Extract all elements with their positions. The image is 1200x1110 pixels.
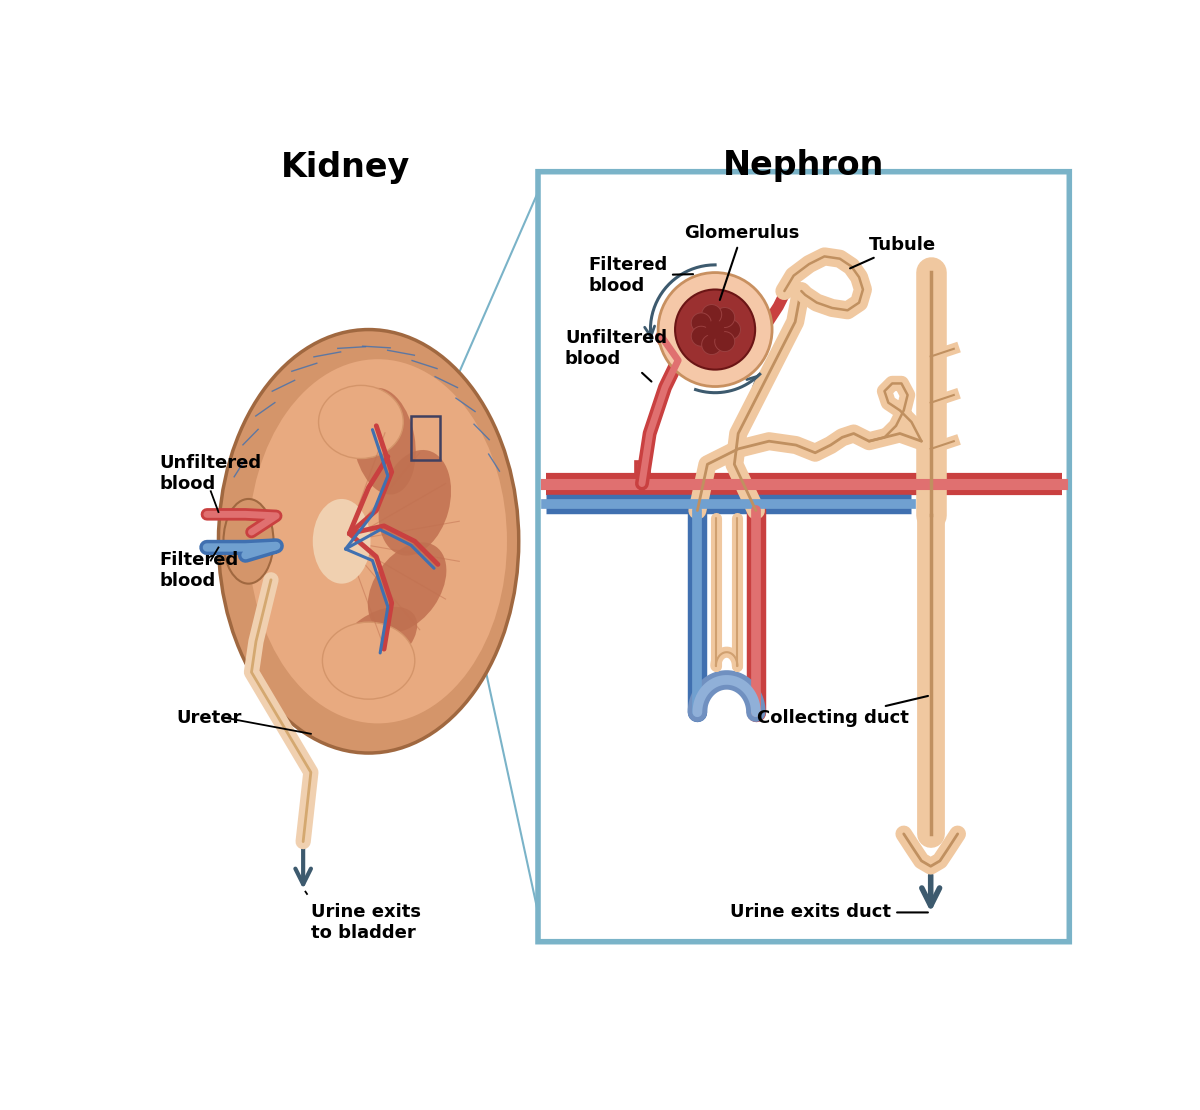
Circle shape (706, 321, 725, 339)
Ellipse shape (353, 387, 415, 495)
Circle shape (676, 290, 755, 370)
Ellipse shape (378, 450, 451, 556)
Text: Urine exits duct: Urine exits duct (731, 904, 928, 921)
Circle shape (715, 332, 734, 352)
Text: Collecting duct: Collecting duct (757, 696, 928, 727)
FancyBboxPatch shape (538, 172, 1069, 941)
Circle shape (691, 326, 712, 346)
Ellipse shape (368, 543, 446, 633)
Text: Filtered
blood: Filtered blood (160, 552, 239, 589)
Bar (410, 416, 440, 461)
Text: Tubule: Tubule (850, 235, 936, 269)
Circle shape (702, 334, 721, 354)
Text: Unfiltered
blood: Unfiltered blood (160, 454, 262, 493)
Circle shape (720, 320, 740, 340)
Circle shape (702, 304, 721, 324)
Circle shape (691, 313, 712, 333)
Ellipse shape (323, 622, 415, 699)
Ellipse shape (313, 500, 371, 584)
Text: Urine exits
to bladder: Urine exits to bladder (311, 904, 421, 942)
Ellipse shape (248, 360, 506, 724)
Circle shape (715, 307, 734, 327)
Text: Nephron: Nephron (722, 149, 884, 182)
Ellipse shape (336, 607, 418, 676)
Ellipse shape (218, 330, 518, 753)
Ellipse shape (318, 385, 403, 458)
Text: Filtered
blood: Filtered blood (588, 256, 694, 295)
Text: Unfiltered
blood: Unfiltered blood (565, 330, 667, 382)
Text: Kidney: Kidney (281, 151, 410, 184)
Text: Glomerulus: Glomerulus (684, 224, 799, 300)
Ellipse shape (223, 500, 274, 584)
Circle shape (658, 273, 772, 386)
Text: Ureter: Ureter (176, 709, 241, 727)
